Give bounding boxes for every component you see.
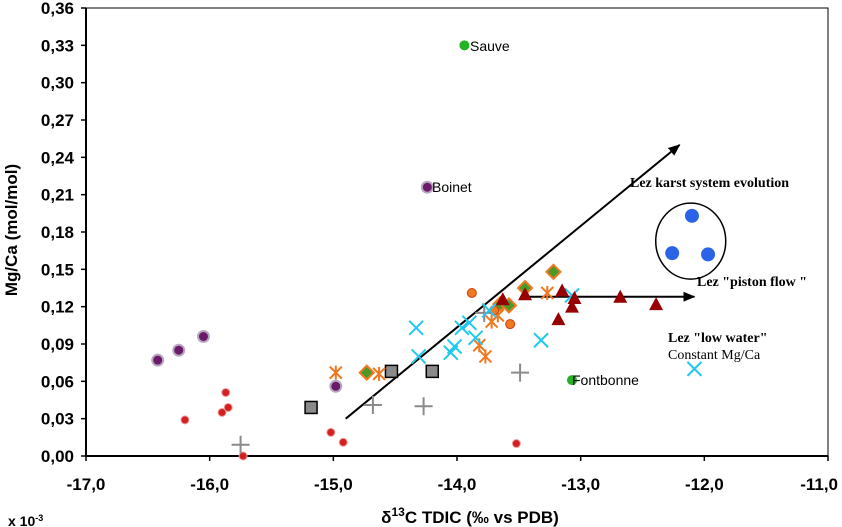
- point-orange-asterisk: [540, 285, 554, 300]
- point-green-circle: [567, 375, 578, 386]
- point-cyan-x: [454, 320, 470, 336]
- point-gray-cross: [231, 435, 250, 454]
- point-dark-red-triangle: [518, 287, 533, 301]
- y-tick-label: 0,33: [41, 36, 74, 55]
- point-cyan-x: [467, 330, 484, 346]
- point-blue-circle: [665, 246, 680, 261]
- y-tick-label: 0,18: [41, 223, 74, 242]
- point-red-circle: [338, 437, 348, 447]
- point-cyan-x: [446, 338, 463, 355]
- x-tick-label: -11,0: [800, 475, 838, 494]
- point-purple-circle: [172, 343, 186, 357]
- point-green-diamond: [358, 364, 376, 382]
- point-cyan-x: [408, 320, 424, 336]
- point-dark-red-triangle: [551, 312, 566, 326]
- data-points: [151, 40, 716, 461]
- point-blue-circle: [684, 208, 699, 223]
- point-blue-circle: [701, 247, 716, 262]
- annotation-constant: Constant Mg/Ca: [668, 348, 761, 363]
- y-axis-title: Mg/Ca (mol/mol): [2, 164, 21, 296]
- point-purple-circle: [329, 379, 343, 393]
- y-tick-label: 0,21: [41, 186, 74, 205]
- point-label-fontbonne: Fontbonne: [572, 372, 639, 388]
- point-orange-asterisk: [478, 349, 493, 364]
- point-green-diamond: [545, 263, 562, 281]
- point-gray-square: [304, 400, 318, 415]
- y-tick-label: 0,09: [41, 335, 74, 354]
- point-orange-asterisk: [329, 365, 343, 380]
- point-red-circle: [180, 415, 190, 425]
- x-tick-label: -14,0: [438, 475, 477, 494]
- point-orange-circle: [505, 319, 516, 330]
- cluster-ellipse: [654, 202, 727, 280]
- y-tick-label: 0,12: [41, 298, 74, 317]
- x-tick-label: -16,0: [190, 475, 229, 494]
- point-gray-square: [384, 364, 399, 379]
- point-cyan-x: [461, 315, 478, 331]
- point-gray-cross: [511, 363, 530, 382]
- point-red-circle: [326, 427, 336, 437]
- annotation-karst-evolution: Lez karst system evolution: [630, 176, 789, 191]
- point-gray-square: [425, 364, 440, 379]
- point-red-circle: [238, 451, 248, 461]
- point-purple-circle: [196, 330, 210, 344]
- annotation-piston-flow: Lez "piston flow ": [697, 275, 807, 290]
- point-red-circle: [223, 402, 233, 412]
- y-tick-label: 0,06: [41, 372, 74, 391]
- point-red-circle: [217, 407, 227, 417]
- y-tick-label: 0,00: [41, 447, 74, 466]
- point-red-circle: [221, 388, 231, 398]
- y-tick-label: 0,27: [41, 111, 74, 130]
- x-tick-labels: -17,0 -16,0 -15,0 -14,0 -13,0 -12,0 -11,0: [67, 456, 838, 494]
- point-dark-red-triangle: [613, 289, 628, 303]
- karst-cluster: [654, 202, 727, 280]
- y-tick-label: 0,36: [41, 0, 74, 18]
- point-dark-red-triangle: [649, 297, 664, 311]
- point-purple-circle: [151, 353, 165, 367]
- point-green-circle: [459, 40, 470, 51]
- axes: [85, 7, 829, 457]
- point-gray-cross: [363, 395, 382, 414]
- point-cyan-x: [410, 348, 427, 365]
- x-tick-label: -15,0: [314, 475, 353, 494]
- x-tick-label: -12,0: [685, 475, 724, 494]
- y-tick-label: 0,24: [41, 148, 75, 167]
- point-dark-red-triangle: [567, 290, 582, 304]
- annotation-low-water: Lez "low water": [668, 331, 768, 346]
- point-red-circle: [511, 439, 521, 449]
- plot-frame: [85, 7, 829, 457]
- point-cyan-x: [533, 332, 549, 348]
- point-dark-red-triangle: [555, 283, 570, 297]
- point-orange-asterisk: [372, 366, 386, 381]
- point-label-boinet: Boinet: [432, 179, 472, 195]
- x-axis-title: δ13C TDIC (‰ vs PDB): [381, 505, 559, 527]
- y-tick-label: 0,30: [41, 74, 74, 93]
- point-gray-cross: [414, 397, 433, 416]
- scale-note: x 10-3: [8, 513, 43, 527]
- point-cyan-x: [481, 302, 497, 319]
- point-dark-red-triangle: [495, 292, 510, 306]
- point-dark-red-triangle: [565, 299, 580, 313]
- point-label-sauve: Sauve: [470, 38, 510, 54]
- y-tick-labels: 0,00 0,03 0,06 0,09 0,12 0,15 0,18 0,21 0,24 0,27…: [41, 0, 86, 466]
- trend-arrows: [345, 144, 696, 420]
- y-tick-label: 0,03: [41, 410, 74, 429]
- point-orange-circle: [466, 287, 477, 298]
- y-tick-label: 0,15: [41, 260, 74, 279]
- point-purple-circle: [420, 180, 434, 194]
- x-tick-label: -13,0: [561, 475, 600, 494]
- trend-arrow: [345, 144, 681, 420]
- x-tick-label: -17,0: [67, 475, 106, 494]
- point-cyan-x: [686, 361, 703, 377]
